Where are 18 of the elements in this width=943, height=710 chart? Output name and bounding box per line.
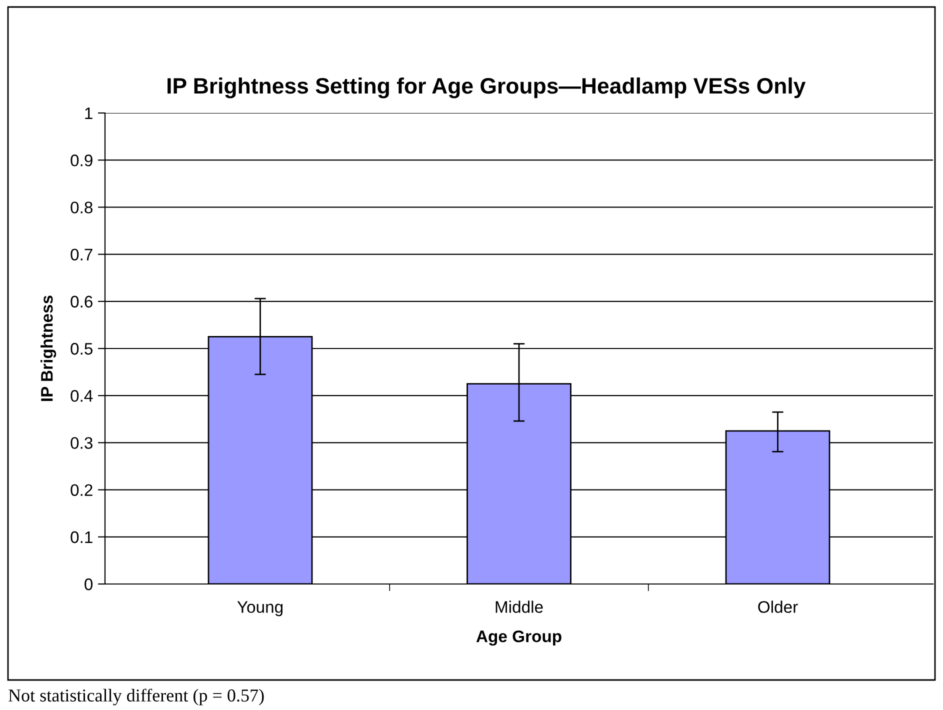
x-axis-title: Age Group xyxy=(476,630,562,646)
x-tick-label: Older xyxy=(758,600,798,613)
x-tick-label: Young xyxy=(237,601,283,616)
y-tick-label: 0.1 xyxy=(70,531,92,544)
y-axis-title: IP Brightness xyxy=(40,296,56,401)
y-tick-label: 1 xyxy=(85,108,92,120)
chart-title: IP Brightness Setting for Age Groups—Headlamp VESs Only xyxy=(168,77,806,98)
y-tick-label: 0.4 xyxy=(70,390,93,402)
y-tick-label: 0.2 xyxy=(70,484,92,496)
y-tick-label: 0.6 xyxy=(70,296,92,308)
y-tick-label: 0.7 xyxy=(70,248,92,261)
y-tick-label: 0.8 xyxy=(70,202,92,214)
y-tick-label: 0.9 xyxy=(70,154,92,166)
text: Not statistically different (p = 0.57) xyxy=(8,688,264,706)
x-tick-label: Middle xyxy=(496,600,543,613)
y-tick-label: 0 xyxy=(84,578,93,590)
y-tick-label: 0.3 xyxy=(70,437,92,449)
y-tick-label: 0.5 xyxy=(70,342,92,355)
